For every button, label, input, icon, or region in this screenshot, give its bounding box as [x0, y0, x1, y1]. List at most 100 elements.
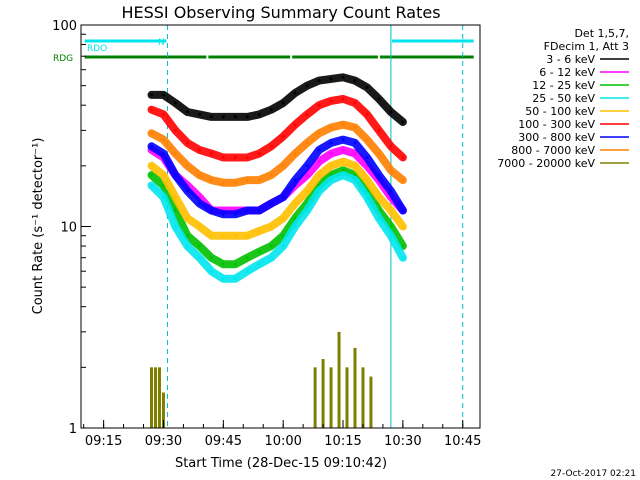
series-4-point-16: [341, 160, 345, 164]
series-4-point-19: [377, 195, 381, 199]
series-0-point-5: [209, 115, 213, 119]
series-7-point-8: [245, 178, 249, 182]
series-7-point-18: [365, 138, 369, 142]
series-7-point-5: [209, 178, 213, 182]
series-2-point-6: [221, 262, 225, 266]
series-0-point-4: [197, 112, 201, 116]
series-4-point-11: [281, 216, 285, 220]
series-3-point-11: [281, 244, 285, 248]
series-7-point-17: [353, 126, 357, 129]
series-5: [147, 94, 407, 162]
series-2-point-7: [233, 262, 237, 266]
series-5-point-5: [209, 152, 213, 156]
series-7-point-9: [257, 178, 261, 182]
series-4-point-7: [233, 234, 237, 238]
series-6-point-3: [185, 189, 189, 193]
series-7-point-16: [341, 123, 345, 127]
series-4-point-13: [305, 189, 309, 193]
series-6-point-15: [329, 141, 333, 145]
series-5-point-0: [150, 108, 153, 112]
series-5-point-18: [365, 112, 369, 116]
series-4-point-0: [150, 164, 153, 168]
series-2-point-16: [341, 168, 345, 172]
series-1-point-14: [317, 160, 321, 164]
series-0-point-18: [365, 85, 369, 89]
series-4-point-14: [317, 173, 321, 177]
series-0-point-13: [305, 84, 309, 88]
series-5-point-9: [257, 152, 261, 156]
series-5-line: [147, 94, 407, 162]
series-7: [147, 120, 407, 187]
series-6-point-20: [389, 189, 393, 193]
series-6-point-13: [305, 164, 309, 168]
series-7-point-12: [293, 152, 297, 156]
series-7-point-19: [377, 152, 381, 156]
series-4-point-9: [257, 229, 261, 233]
series-7-line: [147, 120, 407, 187]
series-0-point-17: [353, 79, 357, 83]
legend-label-8: 7000 - 20000 keV: [497, 157, 595, 170]
series-3-point-8: [245, 269, 249, 273]
x-tick-label-4: 10:15: [324, 434, 361, 449]
series-0-point-2: [173, 101, 177, 105]
series-1-point-16: [341, 148, 345, 152]
series-4-point-1: [162, 173, 165, 177]
series-7-point-7: [233, 181, 237, 185]
series-0-line: [147, 73, 407, 126]
series-7-point-2: [173, 152, 177, 156]
legend-label-3: 25 - 50 keV: [532, 92, 595, 105]
series-0-point-21: [401, 120, 405, 124]
series-3-point-6: [221, 277, 225, 281]
series-3: [147, 171, 407, 283]
series-0-point-0: [150, 93, 153, 97]
series-7-point-10: [269, 173, 273, 177]
series-6-point-9: [257, 209, 261, 212]
series-5-point-12: [293, 123, 297, 127]
series-4-point-10: [269, 225, 273, 228]
legend-label-6: 300 - 800 keV: [518, 131, 595, 144]
series-2-point-0: [150, 173, 153, 177]
series-5-point-8: [245, 156, 249, 159]
series-3-point-12: [293, 225, 297, 228]
series-3-point-14: [317, 189, 321, 193]
series-4-point-4: [197, 225, 201, 228]
series-5-point-4: [197, 148, 201, 152]
legend-label-2: 12 - 25 keV: [532, 79, 595, 92]
x-tick-label-3: 10:00: [264, 434, 301, 449]
series-3-point-15: [329, 178, 333, 182]
x-tick-label-0: 09:15: [85, 434, 122, 449]
series-5-point-7: [233, 156, 237, 159]
series-7-point-21: [401, 178, 405, 182]
series-5-point-14: [317, 103, 321, 107]
series-5-point-3: [185, 141, 189, 145]
series-1-point-15: [329, 152, 333, 156]
series-6-point-12: [293, 178, 297, 182]
series-7-point-6: [221, 181, 225, 185]
series-0-point-11: [281, 101, 285, 105]
series-4: [147, 157, 407, 240]
series-5-point-6: [221, 156, 225, 159]
series-4-point-15: [329, 164, 333, 168]
series-5-point-16: [341, 97, 345, 101]
series-2-point-9: [257, 250, 261, 254]
series-3-point-1: [162, 195, 165, 199]
series-2-point-5: [209, 256, 213, 260]
series-0-point-20: [389, 110, 393, 114]
state-label-0: N: [158, 38, 165, 48]
series-6-point-6: [221, 212, 225, 216]
series-7-point-4: [197, 173, 201, 177]
y-axis: 1 10 100: [52, 19, 91, 437]
x-tick-label-1: 09:30: [145, 434, 182, 449]
series-6-point-10: [269, 202, 273, 205]
series-7-point-14: [317, 131, 321, 135]
series-7-point-20: [389, 168, 393, 172]
series-6-point-8: [245, 209, 249, 212]
series-2-point-4: [197, 244, 201, 248]
series-5-point-15: [329, 99, 333, 103]
series-6-point-4: [197, 202, 201, 205]
series-5-point-11: [281, 134, 285, 138]
plot-area: [147, 25, 464, 428]
series-7-point-0: [150, 131, 153, 135]
series-0-point-9: [257, 112, 261, 116]
